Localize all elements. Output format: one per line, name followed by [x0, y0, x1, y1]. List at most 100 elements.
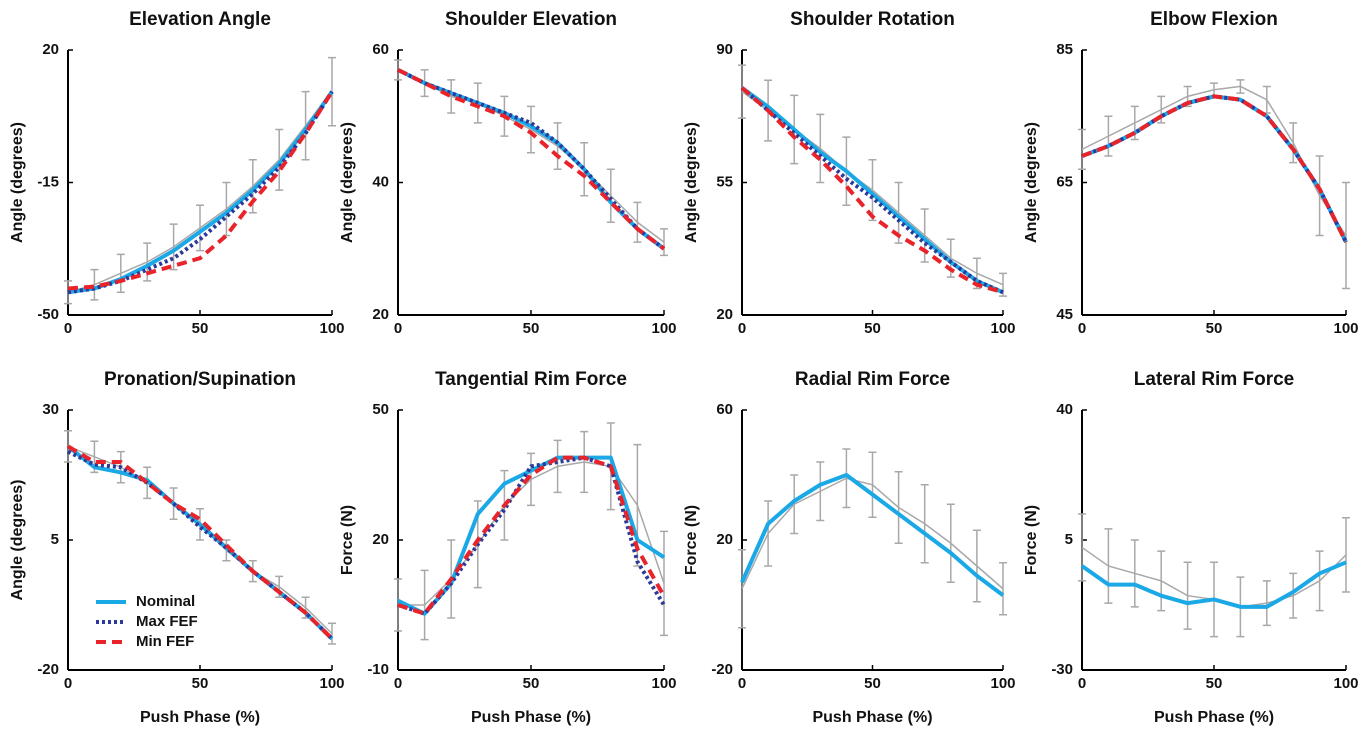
error-bar [764, 500, 773, 567]
error-bar [1262, 85, 1271, 114]
error-bar [1315, 155, 1324, 237]
error-bar [1262, 580, 1271, 627]
error-bar [527, 105, 535, 154]
error-bar [842, 448, 851, 509]
error-bar [1289, 122, 1298, 164]
y-tick-label: 20 [372, 306, 389, 323]
y-axis-label: Force (N) [683, 505, 700, 575]
y-tick-label: 85 [1056, 41, 1073, 58]
x-tick-label: 100 [651, 675, 676, 692]
x-tick-label: 0 [1078, 675, 1086, 692]
error-bar [894, 181, 903, 244]
x-tick-label: 100 [319, 675, 344, 692]
error-bar [660, 228, 668, 257]
error-bar [275, 128, 284, 191]
x-tick-label: 0 [738, 320, 746, 337]
error-bar [946, 503, 955, 583]
y-tick-label: -50 [37, 306, 59, 323]
series-line [67, 449, 334, 641]
chart-title: Lateral Rim Force [1134, 369, 1295, 390]
y-tick-label: 20 [716, 306, 733, 323]
y-tick-label: 20 [716, 531, 733, 548]
chart-title: Elevation Angle [129, 9, 271, 30]
x-tick-label: 100 [651, 320, 676, 337]
error-bar [1315, 550, 1324, 612]
error-bar [606, 168, 615, 223]
error-bar [790, 474, 799, 535]
x-tick-label: 100 [319, 320, 344, 337]
error-bar [301, 90, 310, 161]
chart-title: Radial Rim Force [795, 369, 950, 390]
error-bar [420, 569, 429, 641]
error-bar [64, 280, 72, 305]
chart-title: Elbow Flexion [1150, 9, 1278, 30]
y-tick-label: 40 [372, 173, 389, 190]
error-bar [116, 253, 125, 294]
error-bar [328, 56, 336, 127]
y-tick-label: -10 [367, 661, 389, 678]
x-tick-label: 0 [1078, 320, 1086, 337]
x-tick-label: 0 [394, 675, 402, 692]
chart-title: Shoulder Rotation [790, 9, 955, 30]
error-bar [868, 451, 877, 518]
x-axis-label: Push Phase (%) [812, 709, 932, 726]
error-bar [553, 439, 562, 494]
error-bar [816, 113, 825, 184]
series-line [740, 473, 1005, 597]
series-line [397, 68, 666, 251]
x-tick-label: 50 [192, 320, 209, 337]
chart-title: Pronation/Supination [104, 369, 296, 390]
series-line [66, 444, 334, 641]
error-bar [816, 461, 825, 522]
y-axis-label: Angle (degrees) [683, 122, 700, 243]
error-bar [1078, 128, 1086, 170]
y-tick-label: -20 [711, 661, 733, 678]
x-tick-label: 100 [990, 320, 1015, 337]
y-tick-label: 90 [716, 41, 733, 58]
error-bar [633, 201, 642, 243]
error-bar [196, 204, 204, 252]
x-tick-label: 50 [523, 320, 540, 337]
error-bar [1342, 516, 1350, 593]
error-bar [1130, 539, 1139, 608]
x-axis-label: Push Phase (%) [471, 709, 591, 726]
error-bar [868, 159, 877, 222]
x-tick-label: 100 [1333, 675, 1358, 692]
error-bar [580, 430, 589, 494]
y-tick-label: 30 [42, 401, 59, 418]
x-tick-label: 0 [64, 320, 72, 337]
error-bar [328, 622, 336, 645]
y-axis-label: Angle (degrees) [1023, 122, 1040, 243]
experimental-line [1081, 85, 1347, 236]
error-bar [738, 549, 746, 629]
error-bar [972, 529, 981, 603]
y-tick-label: 40 [1056, 401, 1073, 418]
series-line [397, 455, 666, 616]
legend-label: Min FEF [136, 633, 194, 650]
series-line [740, 86, 1004, 295]
experimental-line [67, 91, 333, 294]
series-line [1080, 560, 1347, 609]
series-line [1081, 94, 1348, 244]
x-tick-label: 50 [864, 320, 881, 337]
error-bar [1104, 528, 1113, 604]
error-bar [1183, 561, 1192, 630]
x-tick-label: 50 [1206, 320, 1223, 337]
y-tick-label: 60 [372, 41, 389, 58]
chart-title: Tangential Rim Force [435, 369, 627, 390]
x-tick-label: 50 [1206, 675, 1223, 692]
error-bar [1078, 513, 1086, 582]
y-axis-label: Force (N) [1023, 505, 1040, 575]
series-line [67, 90, 334, 295]
legend-label: Nominal [136, 593, 195, 610]
error-bar [447, 79, 456, 114]
y-tick-label: 5 [1065, 531, 1073, 548]
error-bar [1157, 550, 1166, 612]
y-axis-label: Angle (degrees) [339, 122, 356, 243]
error-bar [1236, 79, 1245, 94]
error-bar [169, 223, 178, 271]
y-tick-label: 55 [716, 173, 733, 190]
error-bar [920, 484, 929, 564]
error-bar [660, 530, 668, 637]
